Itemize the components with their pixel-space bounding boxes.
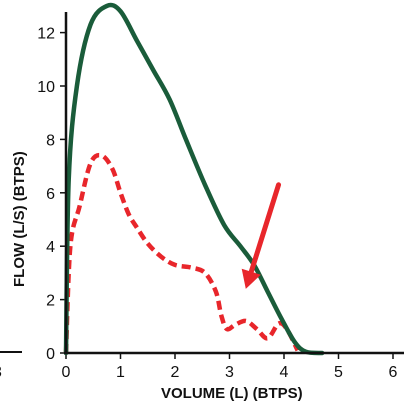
x-tick-label-1: 1	[116, 364, 125, 381]
x-tick-label-4: 4	[280, 364, 289, 381]
y-tick-label-6: 6	[46, 186, 55, 203]
y-tick-label-4: 4	[46, 239, 55, 256]
y-tick-label-0: 0	[46, 346, 55, 363]
y-tick-label-2: 2	[46, 293, 55, 310]
series-line-1-solid	[63, 2, 325, 356]
x-tick-label-5: 5	[334, 364, 343, 381]
y-tick-label-12: 12	[37, 26, 55, 43]
series-line-2-dashed	[63, 152, 300, 354]
annotation-arrow-head-1	[241, 268, 261, 289]
x-tick-label-6: 6	[389, 364, 398, 381]
x-tick-label-3: 3	[225, 364, 234, 381]
y-tick-label-8: 8	[46, 132, 55, 149]
annotation-arrow-shaft-1	[248, 182, 282, 275]
y-tick-label-10: 10	[37, 79, 55, 96]
y-axis-title: FLOW (L/S) (BTPS)	[11, 151, 28, 287]
annotation-layer	[241, 182, 282, 289]
x-tick-label-2: 2	[171, 364, 180, 381]
series-layer	[63, 2, 325, 356]
x-tick-label-0: 0	[62, 364, 71, 381]
left-edge-fragment: 3	[0, 364, 2, 381]
x-axis-title: VOLUME (L) (BTPS)	[161, 385, 303, 402]
